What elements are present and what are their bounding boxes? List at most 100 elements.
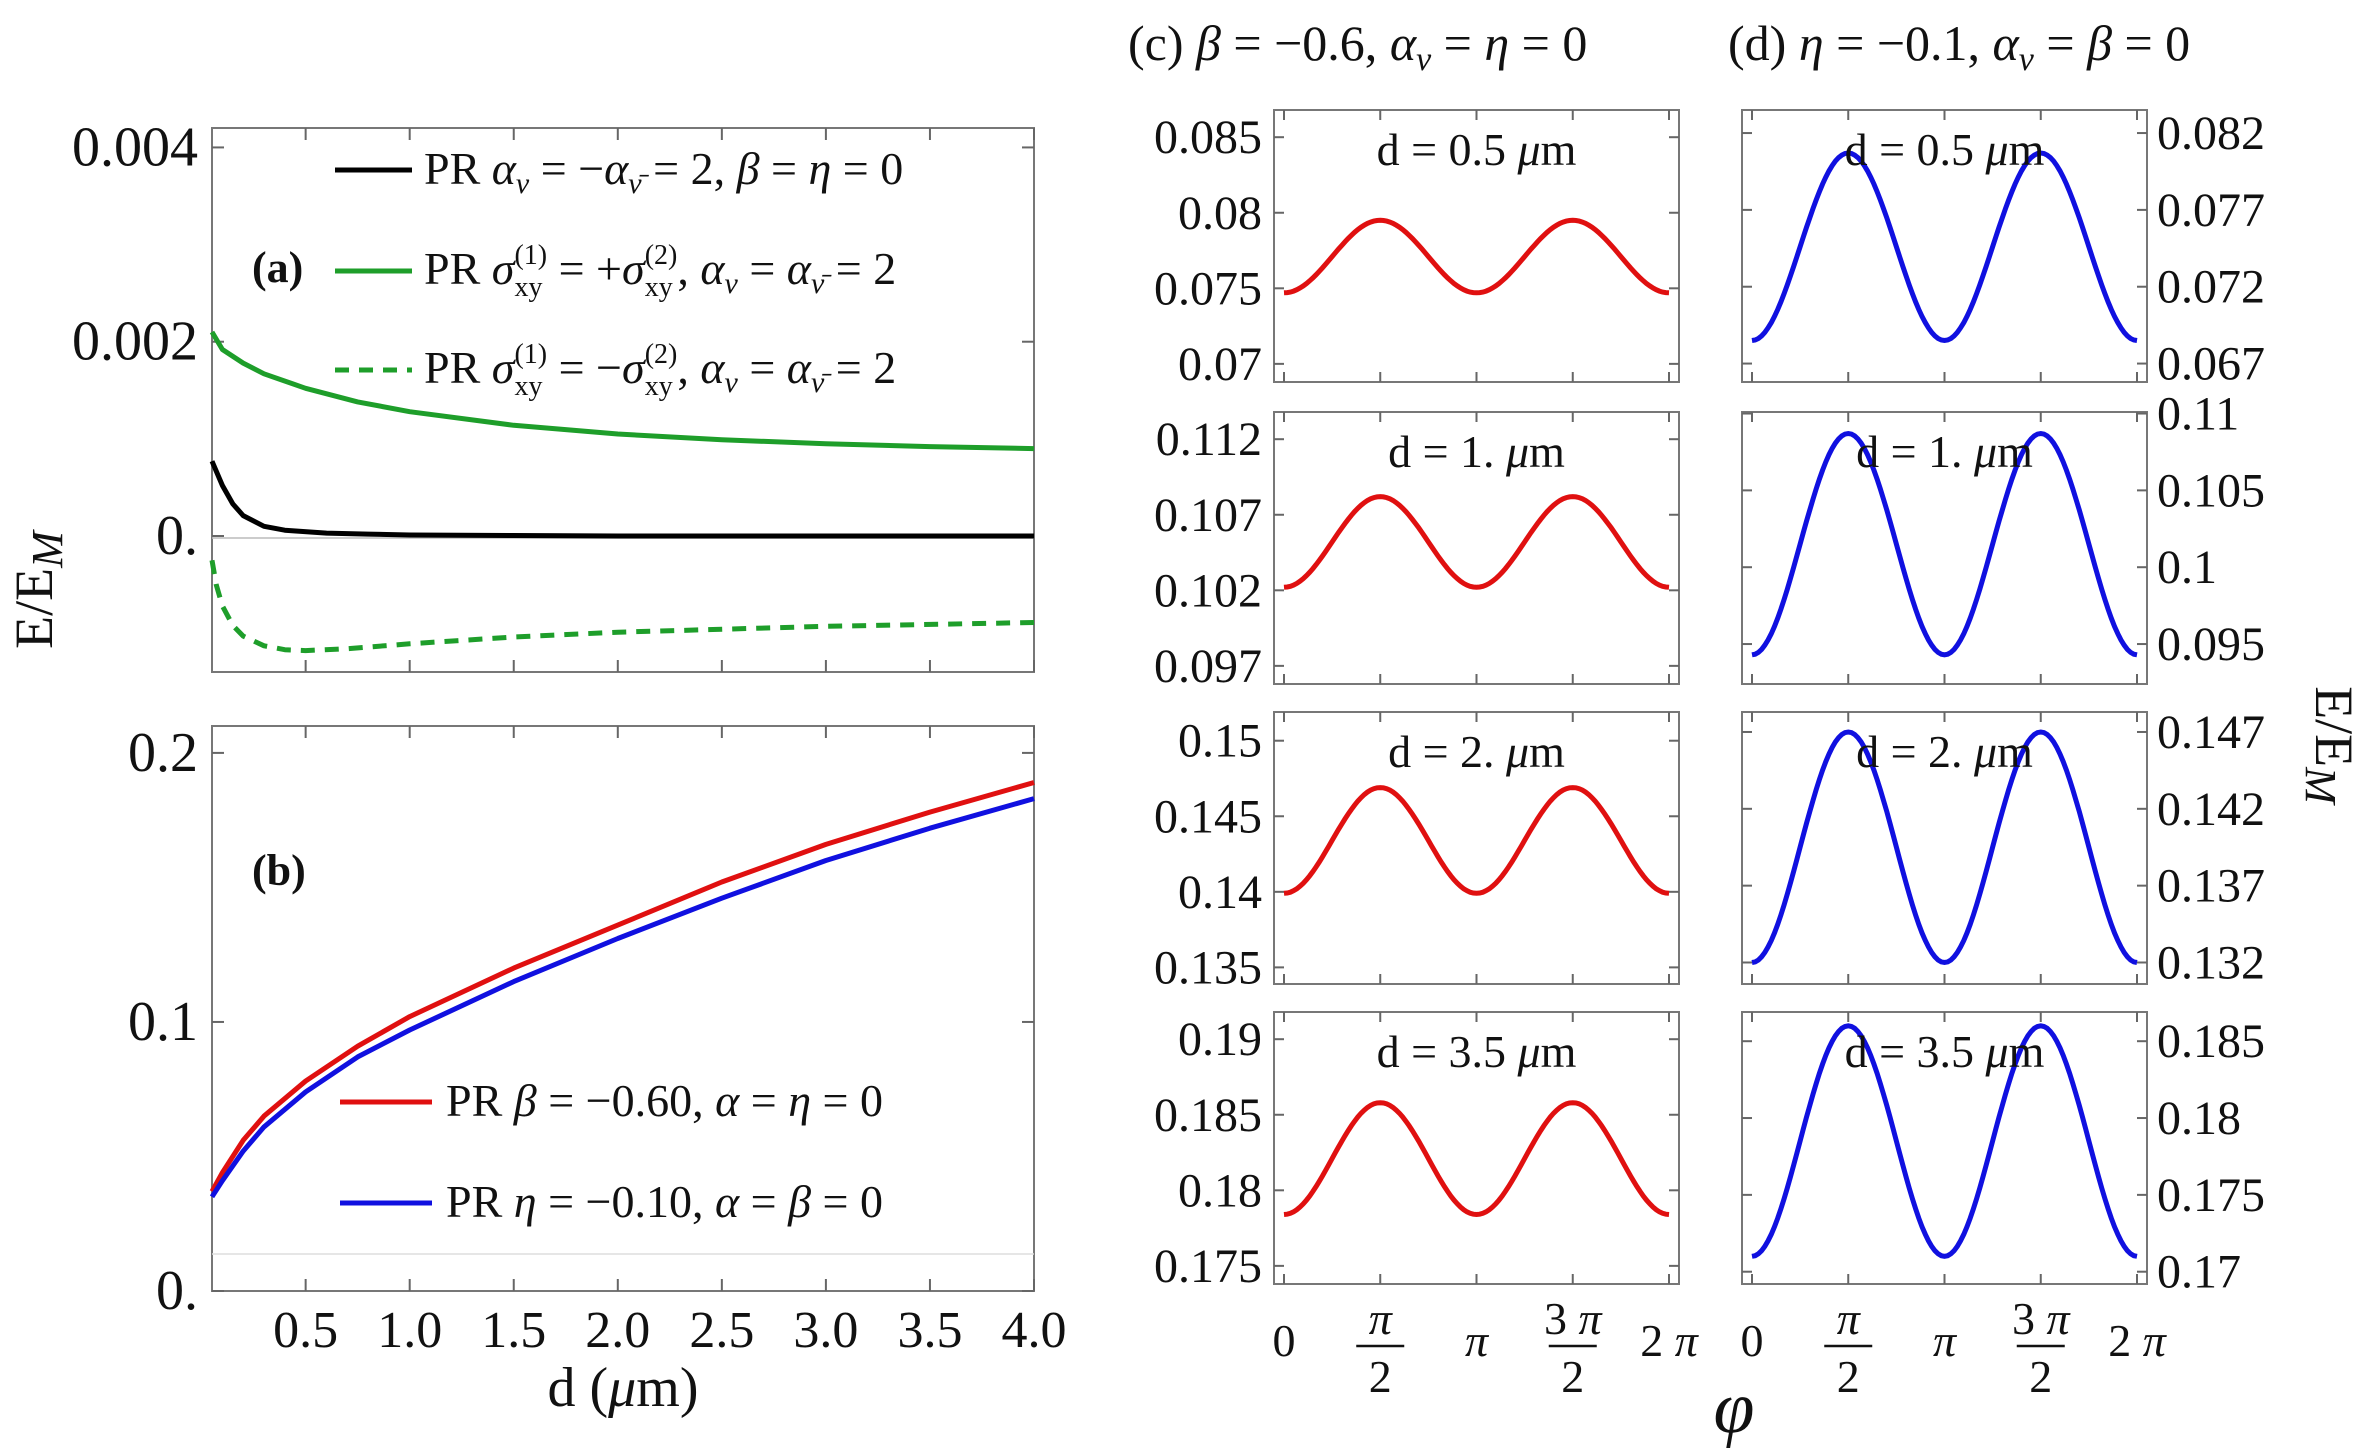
panel-d2-ytick-label: 0.1 [2157, 541, 2217, 594]
panel-b-ytick-label: 0.1 [128, 991, 198, 1053]
panel-d2-inner-label: d = 1. μm [1856, 426, 2033, 477]
panel-c2-ytick-label: 0.112 [1156, 413, 1262, 466]
panel-d1-inner-label: d = 0.5 μm [1845, 124, 2045, 175]
panel-d4: 0.185 0.18 0.175 0.17 d = 3.5 μm 0 π 2 π 3 π 2 2 π [1741, 1011, 2265, 1402]
panel-b-xtick-label: 2.0 [585, 1302, 650, 1359]
panel-b-xtick-label: 2.5 [689, 1302, 754, 1359]
panel-b-series-1 [209, 796, 1035, 1199]
panel-c1-ytick-label: 0.085 [1154, 111, 1262, 164]
panel-a: 0.004 0.002 0. (a) PR αν = −αν̄ = 2, β = η… [72, 116, 1035, 673]
panel-a-series-1 [209, 330, 1035, 452]
legend-label-red: PR β = −0.60, α = η = 0 [446, 1075, 883, 1126]
panel-a-series-2 [209, 559, 1035, 654]
panel-c3-inner-label: d = 2. μm [1388, 726, 1565, 777]
panel-d4-ytick-label: 0.185 [2157, 1015, 2265, 1068]
panel-d2-ytick-label: 0.105 [2157, 464, 2265, 517]
panel-d3-ytick-label: 0.132 [2157, 936, 2265, 989]
panel-d1: 0.082 0.077 0.072 0.067 d = 0.5 μm [1741, 107, 2265, 391]
column-title-c: (c) β = −0.6, αν = η = 0 [1128, 15, 1587, 78]
panel-d2-ytick-label: 0.095 [2157, 618, 2265, 671]
panel-c3-ytick-label: 0.145 [1154, 790, 1262, 843]
panel-d4-ytick-label: 0.175 [2157, 1169, 2265, 1222]
panel-c4-curve [1283, 1100, 1670, 1218]
panel-c1-ytick-label: 0.07 [1178, 338, 1262, 391]
panel-d4-ytick-label: 0.17 [2157, 1246, 2241, 1299]
panel-a-frame [211, 127, 1035, 673]
panel-d2: 0.11 0.105 0.1 0.095 d = 1. μm [1741, 388, 2265, 685]
panel-c2-ytick-label: 0.102 [1154, 564, 1262, 617]
panel-c1-inner-label: d = 0.5 μm [1377, 124, 1577, 175]
panel-d3-inner-label: d = 2. μm [1856, 726, 2033, 777]
panel-d4-xtick-denominator: 2 [2029, 1351, 2052, 1402]
right-y-axis-label: E/EM [2296, 686, 2362, 806]
panel-d2-curve [1751, 430, 2138, 658]
panel-d3-curve [1751, 729, 2138, 966]
panel-d1-ytick-label: 0.072 [2157, 261, 2265, 314]
panel-d1-ytick-label: 0.077 [2157, 184, 2265, 237]
legend-label-black: PR αν = −αν̄ = 2, β = η = 0 [424, 143, 903, 200]
panel-b: 0.2 0.1 0. 0.5 1.0 1.5 2.0 2.5 3.0 3.5 4.0 (b) d … [128, 722, 1067, 1419]
panel-b-legend: PR β = −0.60, α = η = 0 PR η = −0.10, α … [340, 1075, 883, 1227]
panel-b-xtick-label: 3.5 [897, 1302, 962, 1359]
panel-c2-curve [1283, 494, 1670, 590]
panel-c4: 0.19 0.185 0.18 0.175 d = 3.5 μm 0 π 2 π 3 π 2 2 π [1154, 1011, 1700, 1402]
panel-d3-ytick-label: 0.137 [2157, 860, 2265, 913]
column-title-d: (d) η = −0.1, αν = β = 0 [1728, 15, 2190, 78]
panel-a-ytick-label: 0.004 [72, 116, 198, 178]
panel-d4-xtick-label: 2 π [2108, 1315, 2168, 1366]
panel-c4-xtick-label: 3 π [1544, 1293, 1604, 1344]
panel-b-xtick-label: 1.0 [377, 1302, 442, 1359]
panel-c2-ytick-label: 0.097 [1154, 640, 1262, 693]
panel-b-series-0 [209, 780, 1035, 1193]
panel-b-x-axis-label: d (μm) [548, 1357, 699, 1419]
panel-c3: 0.15 0.145 0.14 0.135 d = 2. μm [1154, 711, 1680, 994]
panel-d4-ytick-label: 0.18 [2157, 1092, 2241, 1145]
panel-c3-ytick-label: 0.15 [1178, 715, 1262, 768]
panel-c1: 0.085 0.08 0.075 0.07 d = 0.5 μm [1154, 109, 1680, 391]
panel-c3-ytick-label: 0.14 [1178, 866, 1262, 919]
panel-c4-ytick-label: 0.19 [1178, 1013, 1262, 1066]
panel-c4-xtick-label: 0 [1273, 1315, 1296, 1366]
panel-d4-xtick-label: 3 π [2012, 1293, 2072, 1344]
panel-a-ytick-label: 0.002 [72, 311, 198, 373]
panel-d4-inner-label: d = 3.5 μm [1845, 1026, 2045, 1077]
legend-label-green-dashed: PR σxy(1) = −σxy(2), αν = αν̄ = 2 [424, 339, 896, 402]
panel-c4-inner-label: d = 3.5 μm [1377, 1026, 1577, 1077]
panel-d2-ytick-label: 0.11 [2157, 388, 2239, 441]
panel-d3-ytick-label: 0.142 [2157, 783, 2265, 836]
panel-c4-xtick-label: π [1465, 1315, 1490, 1366]
legend-label-blue: PR η = −0.10, α = β = 0 [446, 1176, 883, 1227]
panel-c1-ytick-label: 0.075 [1154, 262, 1262, 315]
panel-c3-curve [1283, 785, 1670, 896]
panel-b-xtick-label: 4.0 [1002, 1302, 1067, 1359]
panel-d4-xtick-label: π [1933, 1315, 1958, 1366]
panel-c4-xtick-label: π [1369, 1293, 1394, 1344]
panel-d4-xtick-label: 0 [1741, 1315, 1764, 1366]
panel-d3-ytick-label: 0.147 [2157, 706, 2265, 759]
legend-label-green: PR σxy(1) = +σxy(2), αν = αν̄ = 2 [424, 240, 896, 303]
y-axis-label: E/EM [4, 529, 72, 649]
panel-c3-ytick-label: 0.135 [1154, 941, 1262, 994]
panel-b-ytick-label: 0. [156, 1260, 198, 1322]
panel-d4-curve [1751, 1023, 2138, 1259]
panel-b-label: (b) [252, 846, 306, 895]
panel-c2: 0.112 0.107 0.102 0.097 d = 1. μm [1154, 411, 1680, 693]
panel-d4-xtick-denominator: 2 [1837, 1351, 1860, 1402]
panel-a-series-0 [209, 460, 1034, 539]
panel-b-xtick-label: 0.5 [273, 1302, 338, 1359]
panel-d4-xtick-label: π [1837, 1293, 1862, 1344]
panel-d1-ytick-label: 0.082 [2157, 107, 2265, 160]
panel-c4-xtick-denominator: 2 [1369, 1351, 1392, 1402]
panel-c2-ytick-label: 0.107 [1154, 489, 1262, 542]
phi-axis-label: φ [1714, 1367, 1755, 1449]
panel-c4-ytick-label: 0.185 [1154, 1089, 1262, 1142]
panel-c4-xtick-label: 2 π [1640, 1315, 1700, 1366]
panel-b-frame [211, 725, 1035, 1292]
panel-c2-inner-label: d = 1. μm [1388, 426, 1565, 477]
panel-b-ytick-label: 0.2 [128, 722, 198, 784]
panel-d1-ytick-label: 0.067 [2157, 338, 2265, 391]
panel-c4-xtick-denominator: 2 [1561, 1351, 1584, 1402]
panel-c4-ytick-label: 0.175 [1154, 1240, 1262, 1293]
panel-c1-ytick-label: 0.08 [1178, 187, 1262, 240]
